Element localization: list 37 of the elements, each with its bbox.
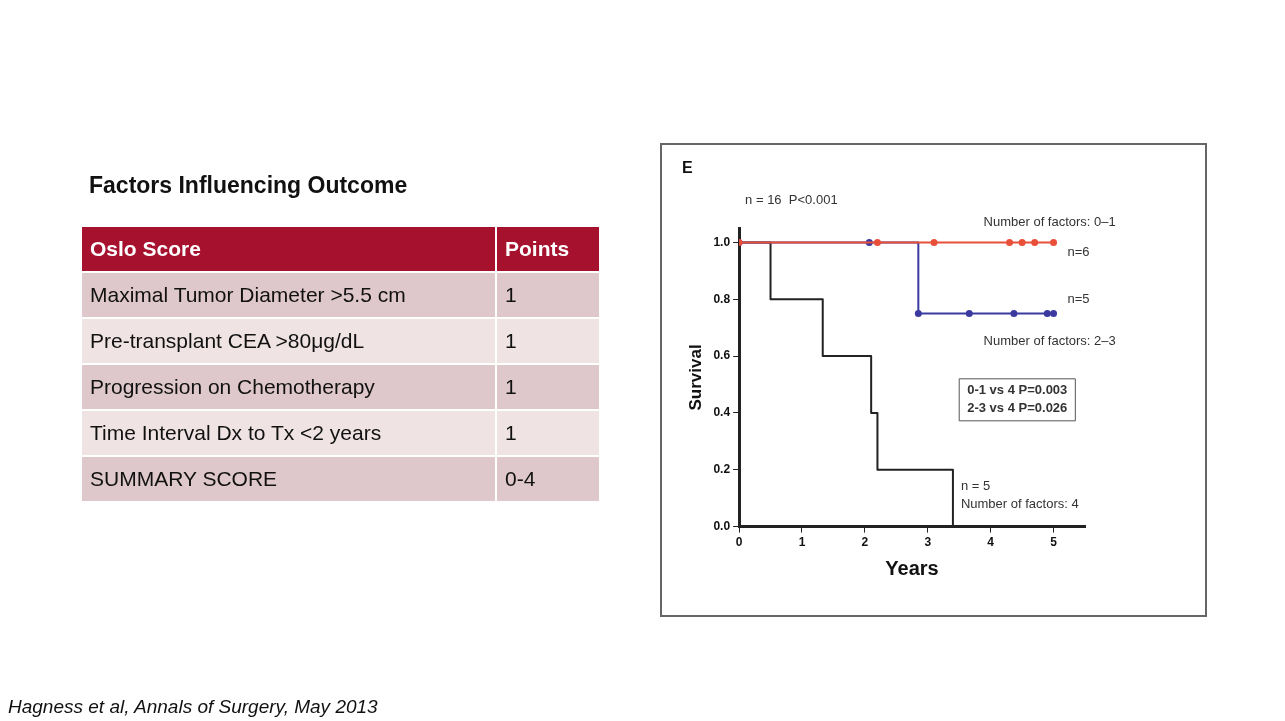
annotation: n = 5: [960, 478, 991, 494]
text: Hagness et al, Annals of Surgery, May 2013: [8, 696, 378, 718]
series-label: Number of factors: 2–3: [983, 333, 1116, 349]
text: SUMMARY SCORE: [81, 456, 496, 502]
text: Maximal Tumor Diameter >5.5 cm: [81, 272, 496, 318]
y-tick-label: 0.0: [713, 518, 731, 533]
x-tick-label: 4: [987, 535, 995, 550]
x-tick-label: 5: [1050, 535, 1058, 550]
x-tick-label: 3: [924, 535, 932, 550]
text: 1: [496, 364, 600, 410]
x-tick-label: 2: [861, 535, 869, 550]
text: 1: [496, 410, 600, 456]
y-tick-label: 0.4: [713, 405, 731, 420]
text: Oslo Score: [81, 226, 496, 272]
y-tick-label: 0.2: [713, 462, 731, 477]
series-label: Number of factors: 4: [960, 496, 1079, 512]
x-tick-label: 0: [735, 535, 743, 550]
y-axis-title: Survival: [685, 344, 705, 411]
y-tick-label: 0.6: [713, 348, 731, 363]
text: 0-4: [496, 456, 600, 502]
text: 1: [496, 318, 600, 364]
y-tick-label: 1.0: [713, 234, 731, 249]
series-label: Number of factors: 0–1: [983, 213, 1116, 229]
text: Factors Influencing Outcome: [89, 172, 408, 199]
text: Pre-transplant CEA >80μg/dL: [81, 318, 496, 364]
chart-title: E: [682, 159, 693, 177]
x-tick-label: 1: [798, 535, 806, 550]
annotation: 0-1 vs 4 P=0.003 2-3 vs 4 P=0.026: [967, 382, 1068, 416]
text: Time Interval Dx to Tx <2 years: [81, 410, 496, 456]
annotation: n=5: [1067, 291, 1090, 307]
y-tick-label: 0.8: [713, 291, 731, 306]
text: Points: [496, 226, 600, 272]
text: Progression on Chemotherapy: [81, 364, 496, 410]
x-axis-title: Years: [885, 556, 939, 579]
text: n = 16 P<0.001: [745, 191, 838, 207]
annotation: n=6: [1067, 243, 1090, 259]
text: 1: [496, 272, 600, 318]
